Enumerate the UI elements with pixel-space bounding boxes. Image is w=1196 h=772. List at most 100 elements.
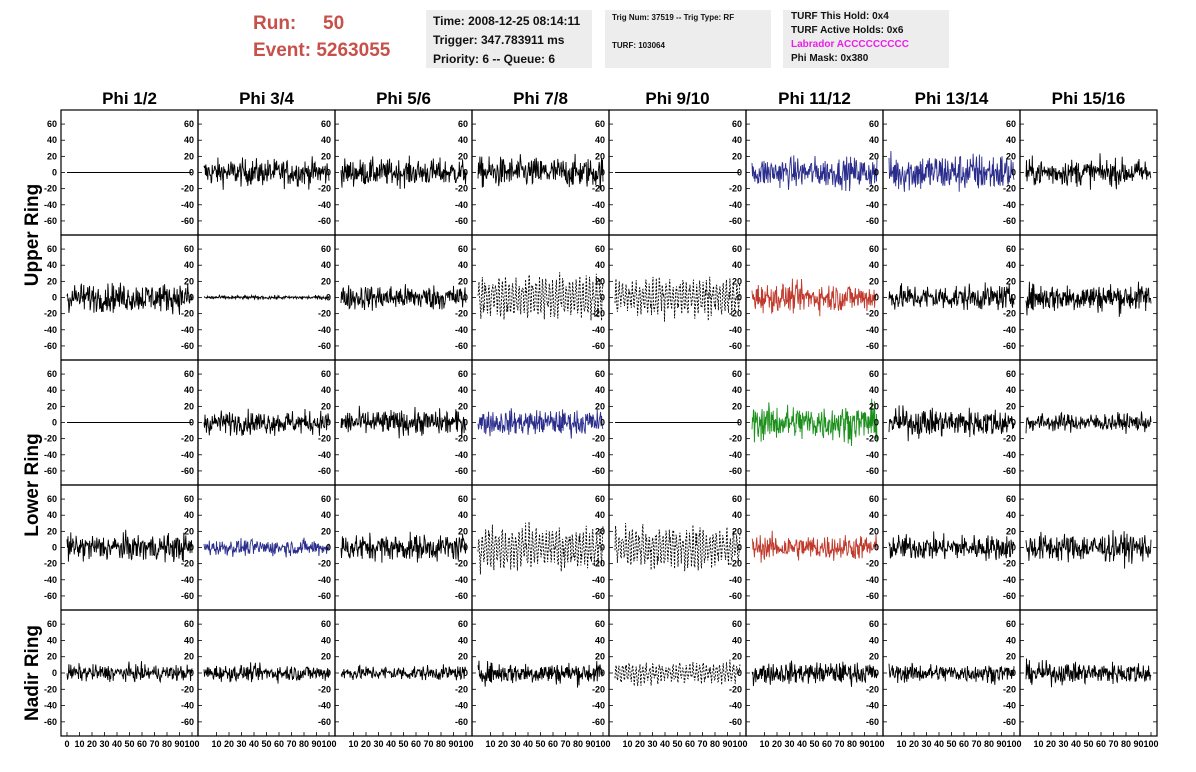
y-tick-label: -20 (318, 309, 331, 319)
y-tick-label: -60 (455, 466, 468, 476)
y-tick-label: 0 (737, 543, 742, 553)
y-tick-label: 0 (600, 543, 605, 553)
y-tick-label: 20 (1006, 276, 1016, 286)
y-tick-label: 0 (326, 543, 331, 553)
column-title: Phi 15/16 (1052, 89, 1126, 108)
y-tick-label: 20 (321, 276, 331, 286)
x-tick-label: 70 (697, 739, 707, 749)
waveform-trace (1025, 411, 1152, 434)
x-tick-label: 50 (946, 739, 956, 749)
y-tick-label: 0 (737, 168, 742, 178)
waveform-trace (1025, 530, 1152, 569)
waveform-trace (614, 659, 741, 687)
y-tick-label: -60 (318, 466, 331, 476)
x-tick-label: 40 (249, 739, 259, 749)
waveform-trace (203, 156, 330, 190)
y-tick-label: 20 (321, 401, 331, 411)
phi-mask-text: Phi Mask: 0x380 (791, 53, 869, 64)
x-tick-label: 60 (548, 739, 558, 749)
y-tick-label: -40 (729, 450, 742, 460)
x-tick-label: 10 (348, 739, 358, 749)
column-title: Phi 11/12 (778, 89, 851, 108)
x-tick-label: 50 (124, 739, 134, 749)
y-tick-label: 40 (184, 260, 194, 270)
waveform-panel: -60 -40 -20 0 20 40 60 (181, 109, 336, 236)
waveform-panel: -60 -40 -20 0 20 40 60 (455, 109, 610, 236)
y-tick-label: 20 (869, 276, 879, 286)
y-tick-label: -40 (318, 325, 331, 335)
ring-label: Nadir Ring (22, 625, 43, 721)
y-tick-label: -60 (318, 591, 331, 601)
turf-info-box: TURF This Hold: 0x4 TURF Active Holds: 0… (783, 10, 949, 68)
y-tick-label: -60 (181, 466, 194, 476)
y-tick-label: -40 (729, 200, 742, 210)
y-tick-label: -40 (181, 701, 194, 711)
y-tick-label: 20 (47, 652, 57, 662)
labrador-text: Labrador ACCCCCCCCC (791, 39, 909, 50)
y-tick-label: 60 (458, 619, 468, 629)
y-tick-label: 40 (321, 385, 331, 395)
waveform-panel: -60 -40 -20 0 20 40 60 (866, 484, 1021, 611)
y-tick-label: 20 (184, 151, 194, 161)
x-tick-label: 60 (822, 739, 832, 749)
y-tick-label: -60 (318, 216, 331, 226)
y-tick-label: 0 (52, 168, 57, 178)
waveform-trace (1025, 658, 1152, 688)
y-tick-label: -40 (729, 575, 742, 585)
y-tick-label: -60 (866, 216, 879, 226)
y-tick-label: 40 (1006, 635, 1016, 645)
y-tick-label: 0 (1011, 293, 1016, 303)
y-tick-label: 60 (184, 119, 194, 129)
y-tick-label: 60 (869, 494, 879, 504)
y-tick-label: 20 (869, 401, 879, 411)
y-tick-label: -60 (44, 717, 57, 727)
x-tick-label: 80 (573, 739, 583, 749)
y-tick-label: 20 (321, 526, 331, 536)
y-tick-label: -60 (44, 591, 57, 601)
x-tick-label: 70 (971, 739, 981, 749)
priority-text: Priority: 6 -- Queue: 6 (433, 52, 556, 66)
y-tick-label: 20 (732, 652, 742, 662)
waveform-panel: -60 -40 -20 0 20 40 60 (181, 234, 336, 361)
x-tick-label: 90 (996, 739, 1006, 749)
y-tick-label: 0 (326, 293, 331, 303)
x-tick-label: 20 (224, 739, 234, 749)
y-tick-label: 60 (869, 369, 879, 379)
y-tick-label: 0 (737, 418, 742, 428)
y-tick-label: -40 (44, 575, 57, 585)
y-tick-label: 20 (595, 526, 605, 536)
y-tick-label: 20 (458, 526, 468, 536)
y-tick-label: 60 (458, 244, 468, 254)
y-tick-label: 20 (595, 276, 605, 286)
y-tick-label: 60 (47, 369, 57, 379)
y-tick-label: 60 (321, 619, 331, 629)
y-tick-label: 20 (595, 401, 605, 411)
y-tick-label: 60 (47, 244, 57, 254)
y-tick-label: 20 (184, 276, 194, 286)
waveform-panel: -60 -40 -20 0 20 40 60 (592, 109, 747, 236)
run-value: 50 (323, 13, 345, 34)
y-tick-label: 60 (1006, 119, 1016, 129)
y-tick-label: 60 (732, 619, 742, 629)
y-tick-label: -20 (866, 309, 879, 319)
waveform-trace (340, 531, 467, 563)
y-tick-label: -20 (318, 434, 331, 444)
y-tick-label: -20 (318, 684, 331, 694)
column-title: Phi 7/8 (513, 89, 568, 108)
y-tick-label: 20 (458, 151, 468, 161)
y-tick-label: 40 (869, 510, 879, 520)
x-tick-label: 10 (1033, 739, 1043, 749)
y-tick-label: -20 (44, 559, 57, 569)
waveform-trace (1025, 153, 1152, 190)
y-tick-label: 60 (595, 244, 605, 254)
y-tick-label: 0 (52, 293, 57, 303)
waveform-panel: -60 -40 -20 0 20 40 60 (866, 109, 1021, 236)
waveform-panel: -60 -40 -20 0 20 40 60 (181, 484, 336, 611)
y-tick-label: -60 (729, 341, 742, 351)
x-tick-label: 50 (672, 739, 682, 749)
y-tick-label: 40 (1006, 385, 1016, 395)
y-tick-label: 40 (869, 260, 879, 270)
y-tick-label: -20 (44, 184, 57, 194)
